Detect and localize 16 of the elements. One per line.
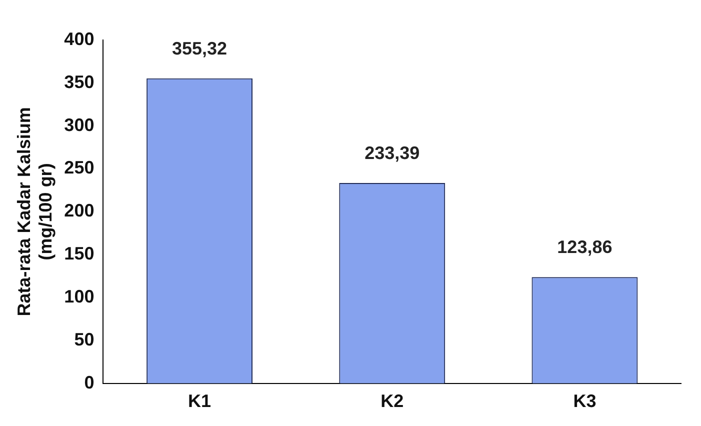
x-tick-label: K3: [573, 391, 596, 412]
y-tick-label: 0: [84, 372, 94, 392]
data-label: 355,32: [172, 38, 228, 58]
y-tick-label: 200: [64, 200, 94, 221]
y-tick-label: 250: [64, 158, 94, 178]
data-label: 123,86: [557, 237, 612, 258]
y-tick-label: 100: [64, 286, 94, 307]
y-axis-title: Rata-rata Kadar Kalsium (mg/100 gr): [14, 107, 56, 316]
x-tick-label: K1: [188, 391, 212, 412]
y-tick-label: 300: [64, 114, 94, 135]
y-tick-label: 400: [64, 28, 94, 49]
y-tick-label: 50: [74, 329, 94, 350]
x-tick-label: K2: [380, 391, 404, 412]
y-tick-label: 350: [64, 72, 94, 92]
y-tick-label: 150: [64, 244, 94, 264]
data-label: 233,39: [364, 143, 420, 164]
